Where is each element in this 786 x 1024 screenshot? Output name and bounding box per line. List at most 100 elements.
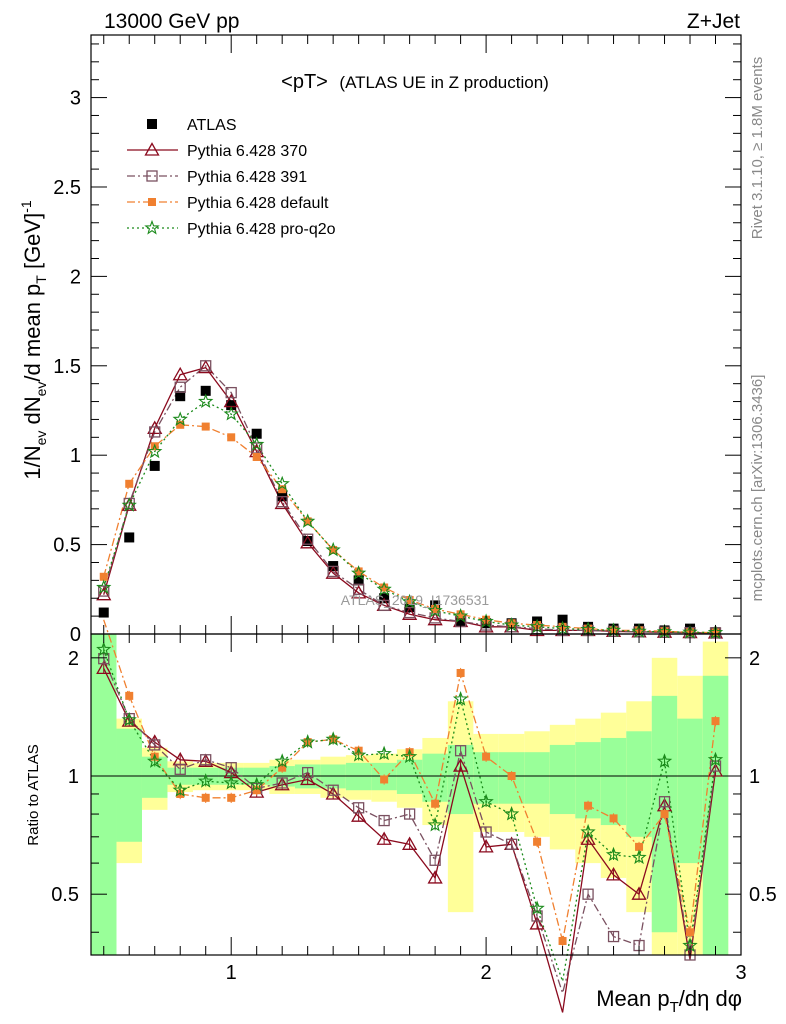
ratio-data-point <box>635 842 644 851</box>
main-y-tick-label: 2.5 <box>53 177 81 199</box>
main-data-point <box>274 475 290 491</box>
main-data-point <box>252 452 261 461</box>
ratio-data-point <box>378 814 390 827</box>
header-right-label: Z+Jet <box>687 10 740 33</box>
ratio-data-point <box>456 668 465 677</box>
main-data-point <box>149 460 160 471</box>
ratio-data-point <box>223 774 239 790</box>
main-data-point <box>147 420 163 435</box>
main-data-point <box>352 583 365 595</box>
main-data-point <box>302 533 314 545</box>
chart-subtitle: (ATLAS UE in Z production) <box>339 73 548 92</box>
rivet-side-label: Rivet 3.1.10, ≥ 1.8M events <box>749 57 766 240</box>
main-data-point <box>401 593 418 609</box>
ratio-data-point <box>429 854 441 866</box>
ratio-data-point <box>274 753 290 768</box>
ratio-data-point <box>376 745 392 761</box>
ratio-green-band <box>345 762 372 791</box>
main-data-point <box>351 585 367 599</box>
ratio-data-point <box>351 808 367 822</box>
ratio-data-point <box>302 766 314 779</box>
main-data-point <box>354 567 363 576</box>
ratio-data-point <box>478 793 494 809</box>
legend-label: ATLAS <box>187 117 237 134</box>
main-data-point <box>452 608 469 623</box>
main-data-point <box>175 391 186 402</box>
main-data-point <box>176 420 185 429</box>
main-data-point <box>125 479 134 488</box>
legend-label: Pythia 6.428 default <box>187 195 329 212</box>
ratio-data-point <box>403 808 416 820</box>
ratio-green-band <box>626 731 652 837</box>
legend-label: Pythia 6.428 391 <box>187 169 307 186</box>
legend-marker <box>146 170 158 182</box>
main-data-point <box>353 575 364 586</box>
main-data-point <box>557 614 568 625</box>
main-data-point <box>329 545 338 554</box>
ratio-green-band <box>549 744 576 815</box>
ratio-data-point <box>252 786 261 795</box>
ratio-data-point <box>197 773 214 788</box>
chart-title-main: <pT> <box>281 71 328 93</box>
ratio-data-point <box>482 752 491 761</box>
ratio-data-point <box>558 936 567 945</box>
ratio-data-point <box>582 888 594 900</box>
main-data-point <box>96 586 112 601</box>
main-y-tick-label: 1.5 <box>53 356 81 378</box>
chart-title: <pT> (ATLAS UE in Z production) <box>281 71 549 93</box>
ratio-data-point <box>227 793 236 802</box>
ratio-data-point <box>707 751 724 767</box>
ratio-data-point <box>172 782 188 797</box>
ratio-data-point <box>452 758 469 772</box>
mcplots-side-label: mcplots.cern.ch [arXiv:1306.3436] <box>749 375 766 602</box>
ratio-data-point <box>607 930 620 943</box>
ratio-data-point <box>533 837 542 846</box>
ratio-y-tick-label: 0.5 <box>51 884 79 906</box>
main-data-point <box>198 359 214 374</box>
ratio-data-point <box>147 753 163 768</box>
main-data-point <box>325 541 341 557</box>
main-data-point <box>378 599 390 612</box>
main-data-point <box>172 366 188 381</box>
main-y-tick-label: 0.5 <box>53 535 81 557</box>
ratio-data-point <box>427 870 443 884</box>
ratio-data-point <box>686 928 695 937</box>
ratio-data-point <box>274 776 290 791</box>
main-y-tick-label: 3 <box>70 88 81 110</box>
main-data-point <box>455 616 466 627</box>
main-data-point <box>223 406 239 421</box>
main-data-point <box>147 443 163 459</box>
ratio-y-tick-label-right: 0.5 <box>749 884 777 906</box>
main-data-point <box>225 386 237 399</box>
ratio-data-point <box>96 660 112 675</box>
legend-marker <box>144 142 160 156</box>
main-data-point <box>278 485 287 494</box>
ratio-data-point <box>201 793 210 802</box>
main-data-point <box>427 602 443 618</box>
ratio-data-point <box>225 762 237 774</box>
x-tick-label: 2 <box>481 962 492 984</box>
main-data-point <box>274 495 290 510</box>
watermark: ATLAS_2019_I1736531 <box>341 592 490 608</box>
ratio-data-point <box>503 806 520 821</box>
ratio-data-point <box>605 867 622 881</box>
x-tick-label: 3 <box>735 962 746 984</box>
main-data-point <box>456 610 465 619</box>
ratio-data-point <box>580 823 596 839</box>
main-data-point <box>376 581 392 596</box>
main-data-point <box>226 400 237 411</box>
main-data-point <box>227 433 236 442</box>
main-data-point <box>300 513 316 528</box>
ratio-y-tick-label-right: 1 <box>749 766 760 788</box>
main-data-point <box>174 381 186 393</box>
legend: ATLAS Pythia 6.428 370 Pythia 6.428 391 Pyt… <box>127 117 336 238</box>
main-data-point <box>403 606 416 619</box>
main-data-point <box>121 497 137 511</box>
main-data-point <box>124 532 135 543</box>
main-data-point <box>200 385 211 396</box>
main-data-point <box>149 426 161 438</box>
ratio-data-point <box>605 846 622 862</box>
ratio-data-point <box>431 799 440 808</box>
ratio-data-point <box>584 801 593 810</box>
legend-label: Pythia 6.428 370 <box>187 143 307 160</box>
